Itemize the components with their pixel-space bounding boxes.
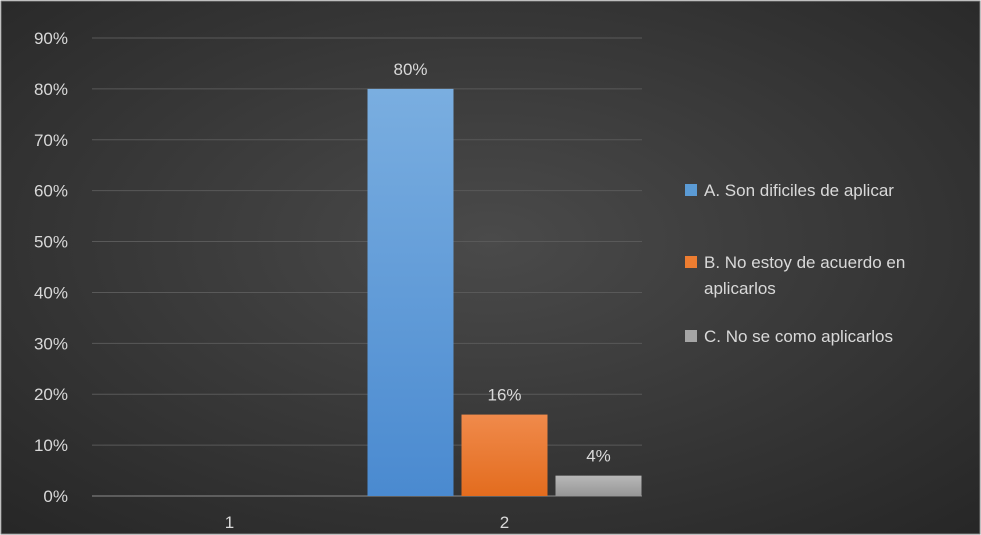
data-label: 16% [487,386,521,405]
y-tick-label: 80% [34,80,68,99]
data-labels: 80% 16% 4% [393,60,610,466]
x-tick-label: 1 [225,513,234,532]
legend-item: C. No se como aplicarlos [685,327,893,346]
legend-label: B. No estoy de acuerdo en [704,253,905,272]
y-tick-label: 50% [34,233,68,252]
y-tick-label: 70% [34,131,68,150]
bar [555,475,642,496]
x-tick-label: 2 [500,513,509,532]
y-tick-label: 90% [34,29,68,48]
legend-label: C. No se como aplicarlos [704,327,893,346]
legend-label: A. Son dificiles de aplicar [704,181,894,200]
bar [461,414,548,496]
y-tick-label: 40% [34,283,68,302]
bar [367,88,454,496]
legend-swatch [685,184,697,196]
y-tick-label: 10% [34,436,68,455]
legend-swatch [685,256,697,268]
y-tick-label: 30% [34,334,68,353]
data-label: 4% [586,447,611,466]
y-tick-label: 0% [43,487,68,506]
legend-item: B. No estoy de acuerdo en aplicarlos [685,253,905,298]
legend-item: A. Son dificiles de aplicar [685,181,894,200]
legend-label: aplicarlos [704,279,776,298]
data-label: 80% [393,60,427,79]
y-tick-label: 60% [34,182,68,201]
y-axis-ticks: 0% 10% 20% 30% 40% 50% 60% 70% 80% 90% [34,29,68,506]
legend-swatch [685,330,697,342]
y-tick-label: 20% [34,385,68,404]
gridlines [92,37,642,497]
legend: A. Son dificiles de aplicar B. No estoy d… [685,181,905,346]
bars [367,88,642,496]
